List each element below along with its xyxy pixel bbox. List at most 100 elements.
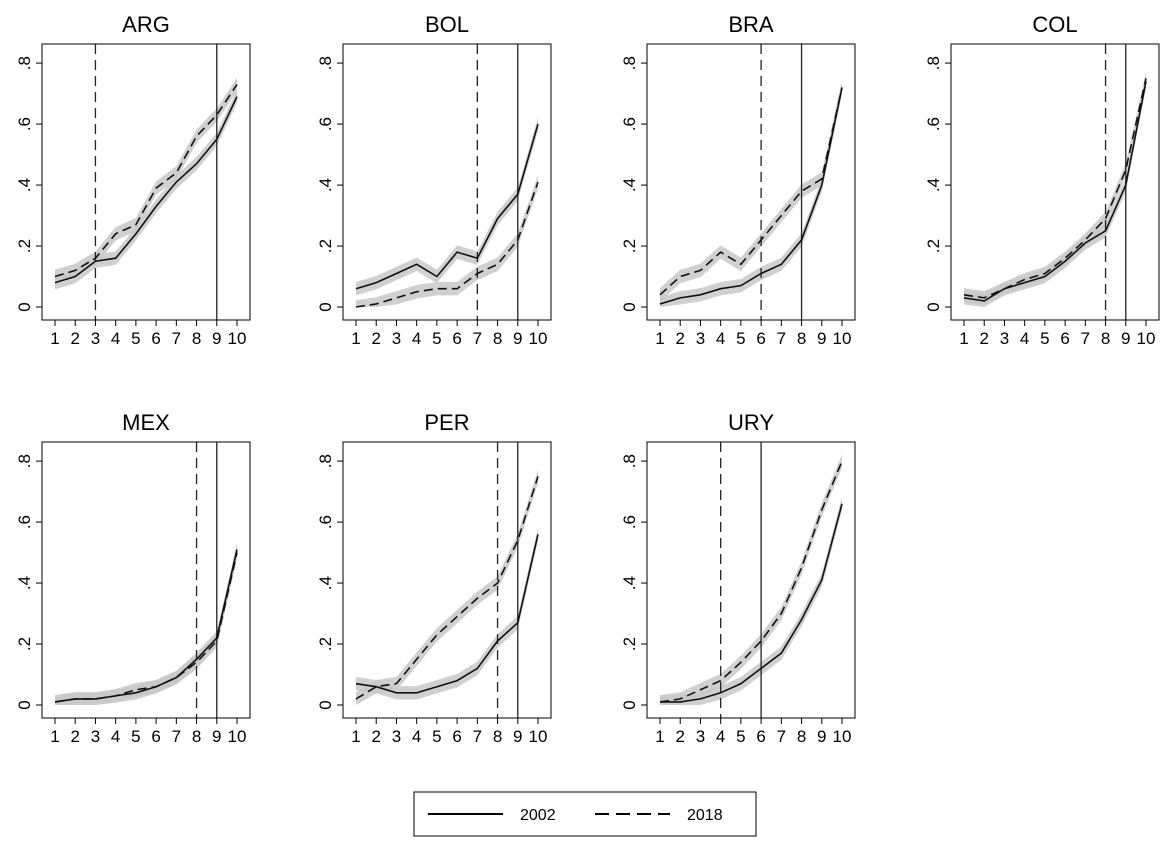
x-tick-label: 7 bbox=[777, 329, 786, 348]
x-tick-label: 10 bbox=[833, 329, 852, 348]
x-tick-label: 4 bbox=[1020, 329, 1029, 348]
y-tick-label: 0 bbox=[316, 700, 335, 709]
x-tick-label: 4 bbox=[716, 727, 725, 746]
panel-title: MEX bbox=[122, 410, 170, 435]
y-tick-label: .2 bbox=[316, 239, 335, 253]
panel-mex: MEX 1 2 3 4 5 6 7 8 9 10 0 .2 .4 .6 .8 bbox=[15, 410, 251, 746]
x-tick-label: 1 bbox=[50, 727, 59, 746]
y-tick-label: .6 bbox=[316, 515, 335, 529]
x-tick-label: 7 bbox=[473, 329, 482, 348]
y-tick-label: .4 bbox=[316, 576, 335, 590]
panel-col: COL 1 2 3 4 5 6 7 8 9 10 0 .2 .4 .6 .8 bbox=[924, 12, 1160, 348]
series-line-2018 bbox=[659, 87, 843, 296]
y-tick-label: .6 bbox=[316, 117, 335, 131]
x-tick-label: 6 bbox=[452, 727, 461, 746]
x-tick-label: 8 bbox=[1101, 329, 1110, 348]
x-tick-label: 9 bbox=[817, 329, 826, 348]
x-tick-label: 3 bbox=[91, 329, 100, 348]
x-tick-label: 3 bbox=[1000, 329, 1009, 348]
x-tick-label: 3 bbox=[91, 727, 100, 746]
confidence-band-2002 bbox=[55, 542, 237, 705]
confidence-band-2002 bbox=[356, 117, 538, 296]
x-tick-label: 6 bbox=[452, 329, 461, 348]
confidence-band-2018 bbox=[55, 77, 237, 284]
panel-per: PER 1 2 3 4 5 6 7 8 9 10 0 .2 .4 .6 .8 bbox=[316, 410, 552, 746]
x-tick-label: 6 bbox=[151, 727, 160, 746]
y-tick-label: .4 bbox=[316, 178, 335, 192]
x-tick-label: 2 bbox=[70, 329, 79, 348]
x-tick-label: 8 bbox=[493, 727, 502, 746]
plot-frame bbox=[646, 43, 856, 321]
panel-bra: BRA 1 2 3 4 5 6 7 8 9 10 0 .2 .4 .6 .8 bbox=[620, 12, 856, 348]
plot-frame bbox=[342, 441, 552, 719]
x-tick-label: 2 bbox=[70, 727, 79, 746]
x-tick-label: 2 bbox=[371, 727, 380, 746]
y-tick-label: .4 bbox=[620, 178, 639, 192]
y-tick-label: .6 bbox=[15, 515, 34, 529]
x-tick-label: 2 bbox=[979, 329, 988, 348]
x-tick-label: 7 bbox=[777, 727, 786, 746]
y-tick-label: 0 bbox=[15, 302, 34, 311]
series-line-2018 bbox=[355, 181, 539, 308]
x-tick-label: 1 bbox=[50, 329, 59, 348]
x-tick-label: 3 bbox=[392, 727, 401, 746]
x-tick-label: 4 bbox=[716, 329, 725, 348]
x-tick-label: 10 bbox=[833, 727, 852, 746]
panel-bol: BOL 1 2 3 4 5 6 7 8 9 10 0 .2 .4 .6 .8 bbox=[316, 12, 552, 348]
x-tick-label: 5 bbox=[1040, 329, 1049, 348]
y-tick-label: .8 bbox=[15, 454, 34, 468]
x-tick-label: 1 bbox=[959, 329, 968, 348]
y-tick-label: .8 bbox=[620, 454, 639, 468]
panel-title: URY bbox=[728, 410, 774, 435]
x-tick-label: 10 bbox=[228, 727, 247, 746]
x-tick-label: 5 bbox=[736, 329, 745, 348]
x-tick-label: 4 bbox=[412, 329, 421, 348]
y-tick-label: .2 bbox=[15, 637, 34, 651]
series-line-2002 bbox=[355, 123, 539, 290]
x-tick-label: 9 bbox=[212, 329, 221, 348]
x-tick-label: 10 bbox=[228, 329, 247, 348]
x-tick-label: 2 bbox=[675, 727, 684, 746]
x-tick-label: 6 bbox=[1060, 329, 1069, 348]
x-tick-label: 7 bbox=[1081, 329, 1090, 348]
confidence-band-2002 bbox=[660, 80, 842, 307]
x-tick-label: 5 bbox=[432, 329, 441, 348]
y-tick-label: .8 bbox=[15, 56, 34, 70]
x-tick-label: 4 bbox=[111, 329, 120, 348]
series-line-2002 bbox=[659, 87, 843, 305]
plot-frame bbox=[646, 441, 856, 719]
x-tick-label: 10 bbox=[529, 727, 548, 746]
x-tick-label: 2 bbox=[371, 329, 380, 348]
plot-frame bbox=[950, 43, 1160, 321]
series-line-2018 bbox=[54, 83, 238, 278]
series-line-2002 bbox=[355, 534, 539, 694]
confidence-band-2018 bbox=[356, 175, 538, 307]
panel-title: BRA bbox=[728, 12, 774, 37]
series-line-2018 bbox=[355, 476, 539, 700]
y-tick-label: .2 bbox=[316, 637, 335, 651]
x-tick-label: 1 bbox=[655, 727, 664, 746]
y-tick-label: .8 bbox=[316, 56, 335, 70]
x-tick-label: 8 bbox=[192, 727, 201, 746]
y-tick-label: .4 bbox=[620, 576, 639, 590]
y-tick-label: 0 bbox=[924, 302, 943, 311]
x-tick-label: 7 bbox=[172, 727, 181, 746]
confidence-band-2018 bbox=[356, 469, 538, 705]
plot-frame bbox=[41, 441, 251, 719]
series-line-2018 bbox=[659, 460, 843, 703]
plot-frame bbox=[342, 43, 552, 321]
y-tick-label: 0 bbox=[620, 302, 639, 311]
x-tick-label: 6 bbox=[151, 329, 160, 348]
x-tick-label: 8 bbox=[797, 727, 806, 746]
series-line-2018 bbox=[963, 78, 1147, 299]
x-tick-label: 3 bbox=[696, 727, 705, 746]
y-tick-label: 0 bbox=[620, 700, 639, 709]
panel-title: BOL bbox=[425, 12, 469, 37]
y-tick-label: .4 bbox=[15, 576, 34, 590]
panel-title: COL bbox=[1032, 12, 1077, 37]
x-tick-label: 9 bbox=[817, 727, 826, 746]
panel-arg: ARG 1 2 3 4 5 6 7 8 9 10 0 .2 .4 .6 .8 bbox=[15, 12, 251, 348]
y-tick-label: .6 bbox=[924, 117, 943, 131]
